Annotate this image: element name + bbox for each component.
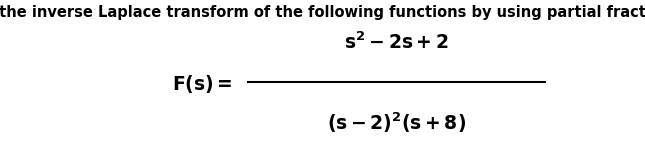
Text: $\mathbf{s^2 - 2s + 2}$: $\mathbf{s^2 - 2s + 2}$ (344, 31, 449, 53)
Text: $\mathbf{F(s) =}$: $\mathbf{F(s) =}$ (172, 73, 232, 95)
Text: Find the inverse Laplace transform of the following functions by using partial f: Find the inverse Laplace transform of th… (0, 4, 645, 20)
Text: $\mathbf{(s-2)^2(s+8)}$: $\mathbf{(s-2)^2(s+8)}$ (327, 111, 466, 135)
